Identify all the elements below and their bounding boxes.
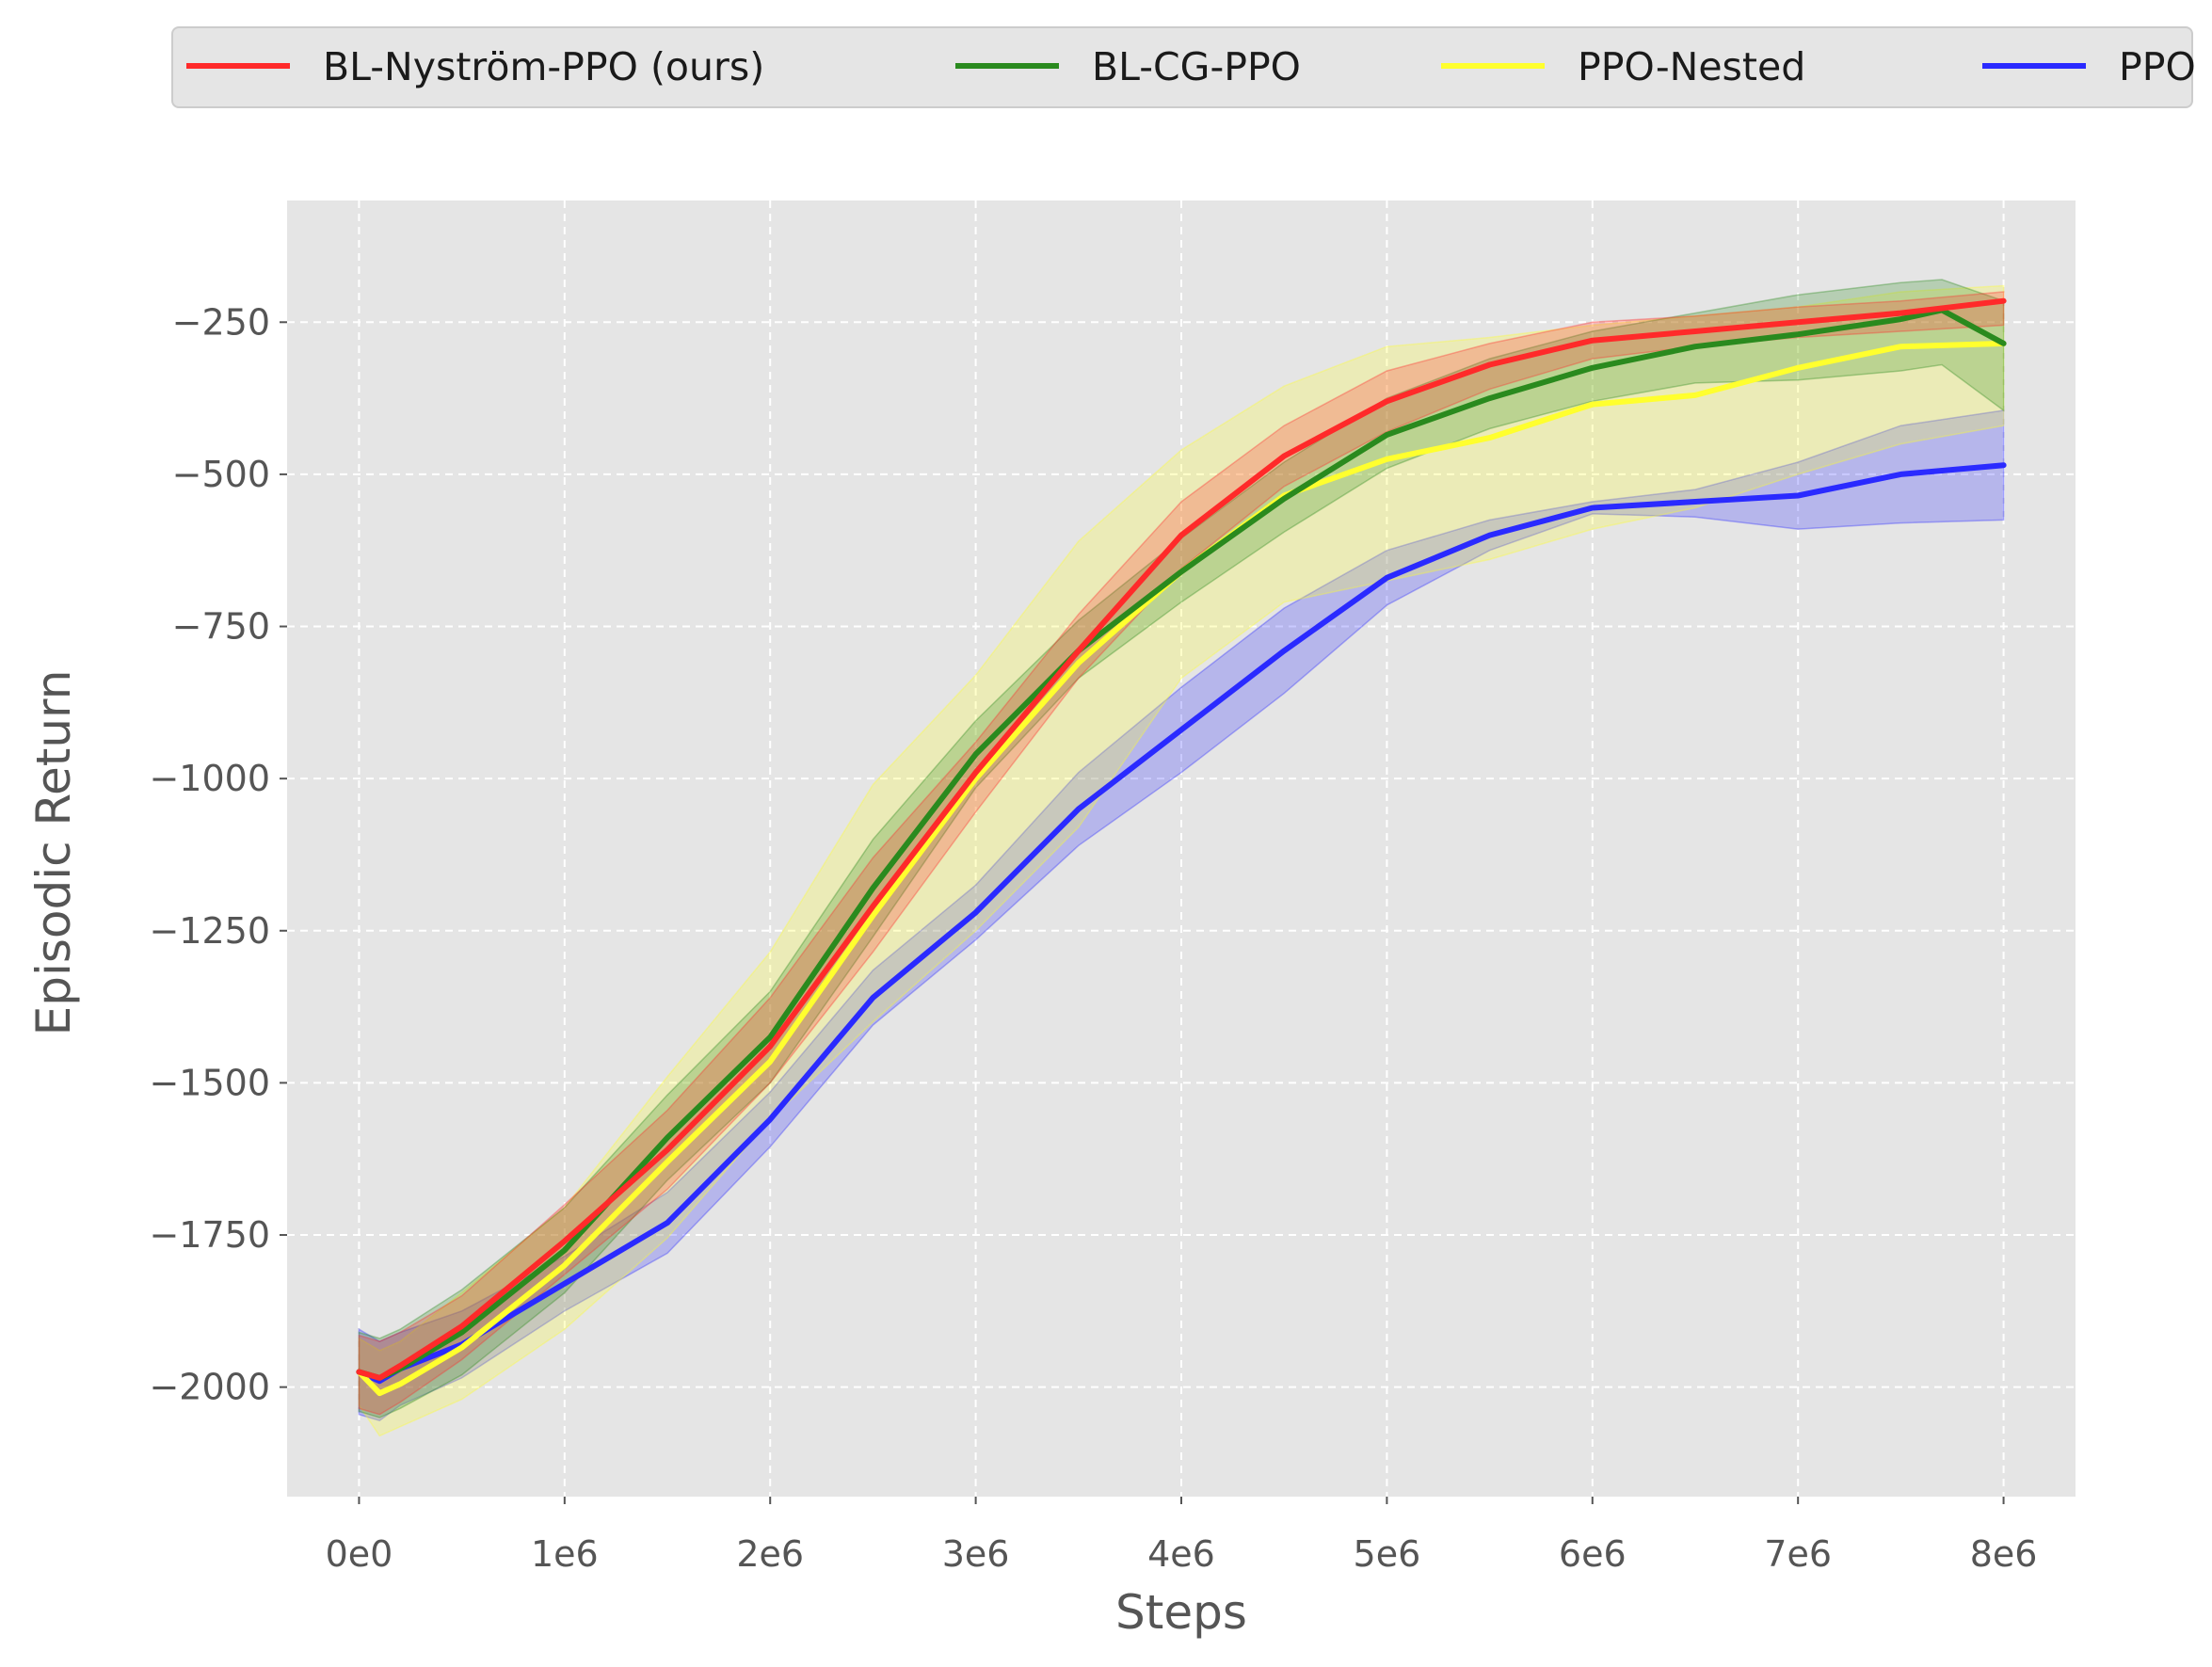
legend: BL-Nyström-PPO (ours) BL-CG-PPO PPO-Nested…: [171, 26, 2196, 108]
series-line: [356, 297, 2007, 1381]
legend-box: [171, 26, 2193, 108]
confidence-band: [358, 409, 2005, 1422]
confidence-band: [358, 284, 2005, 1437]
x-axis-label: Steps: [1115, 1585, 1247, 1640]
y-tick-label: −1250: [149, 910, 270, 952]
y-tick-label: −750: [172, 606, 270, 648]
y-tick-label: −250: [172, 301, 270, 343]
confidence-band: [358, 291, 2005, 1416]
x-tick-label: 8e6: [1970, 1533, 2038, 1575]
x-tick-label: 7e6: [1764, 1533, 1832, 1575]
legend-label: BL-CG-PPO: [1092, 44, 1301, 89]
x-tick-label: 1e6: [531, 1533, 599, 1575]
x-tick-label: 4e6: [1147, 1533, 1215, 1575]
x-tick-label: 0e0: [326, 1533, 393, 1575]
series-line: [356, 307, 2007, 1381]
legend-label: BL-Nyström-PPO (ours): [323, 44, 764, 89]
series-lines: [356, 297, 2007, 1397]
y-tick-label: −2000: [149, 1367, 270, 1408]
legend-label: PPO: [2119, 44, 2196, 89]
series-line: [356, 340, 2007, 1397]
y-tick-label: −1500: [149, 1062, 270, 1103]
y-tick-label: −500: [172, 454, 270, 495]
x-tick-label: 2e6: [736, 1533, 804, 1575]
confidence-bands: [358, 279, 2005, 1437]
y-tick-label: −1750: [149, 1214, 270, 1256]
confidence-band: [358, 279, 2005, 1419]
x-tick-label: 6e6: [1559, 1533, 1627, 1575]
x-tick-label: 5e6: [1354, 1533, 1421, 1575]
x-axis-ticks: 0e0 1e6 2e6 3e6 4e6 5e6 6e6 7e6 8e6: [326, 1497, 2038, 1575]
y-axis-label: Episodic Return: [26, 670, 81, 1036]
y-tick-label: −1000: [149, 758, 270, 799]
y-axis-ticks: −2000 −1750 −1500 −1250 −1000 −750 −500 −250: [149, 301, 287, 1408]
x-tick-label: 3e6: [942, 1533, 1010, 1575]
legend-label: PPO-Nested: [1578, 44, 1805, 89]
